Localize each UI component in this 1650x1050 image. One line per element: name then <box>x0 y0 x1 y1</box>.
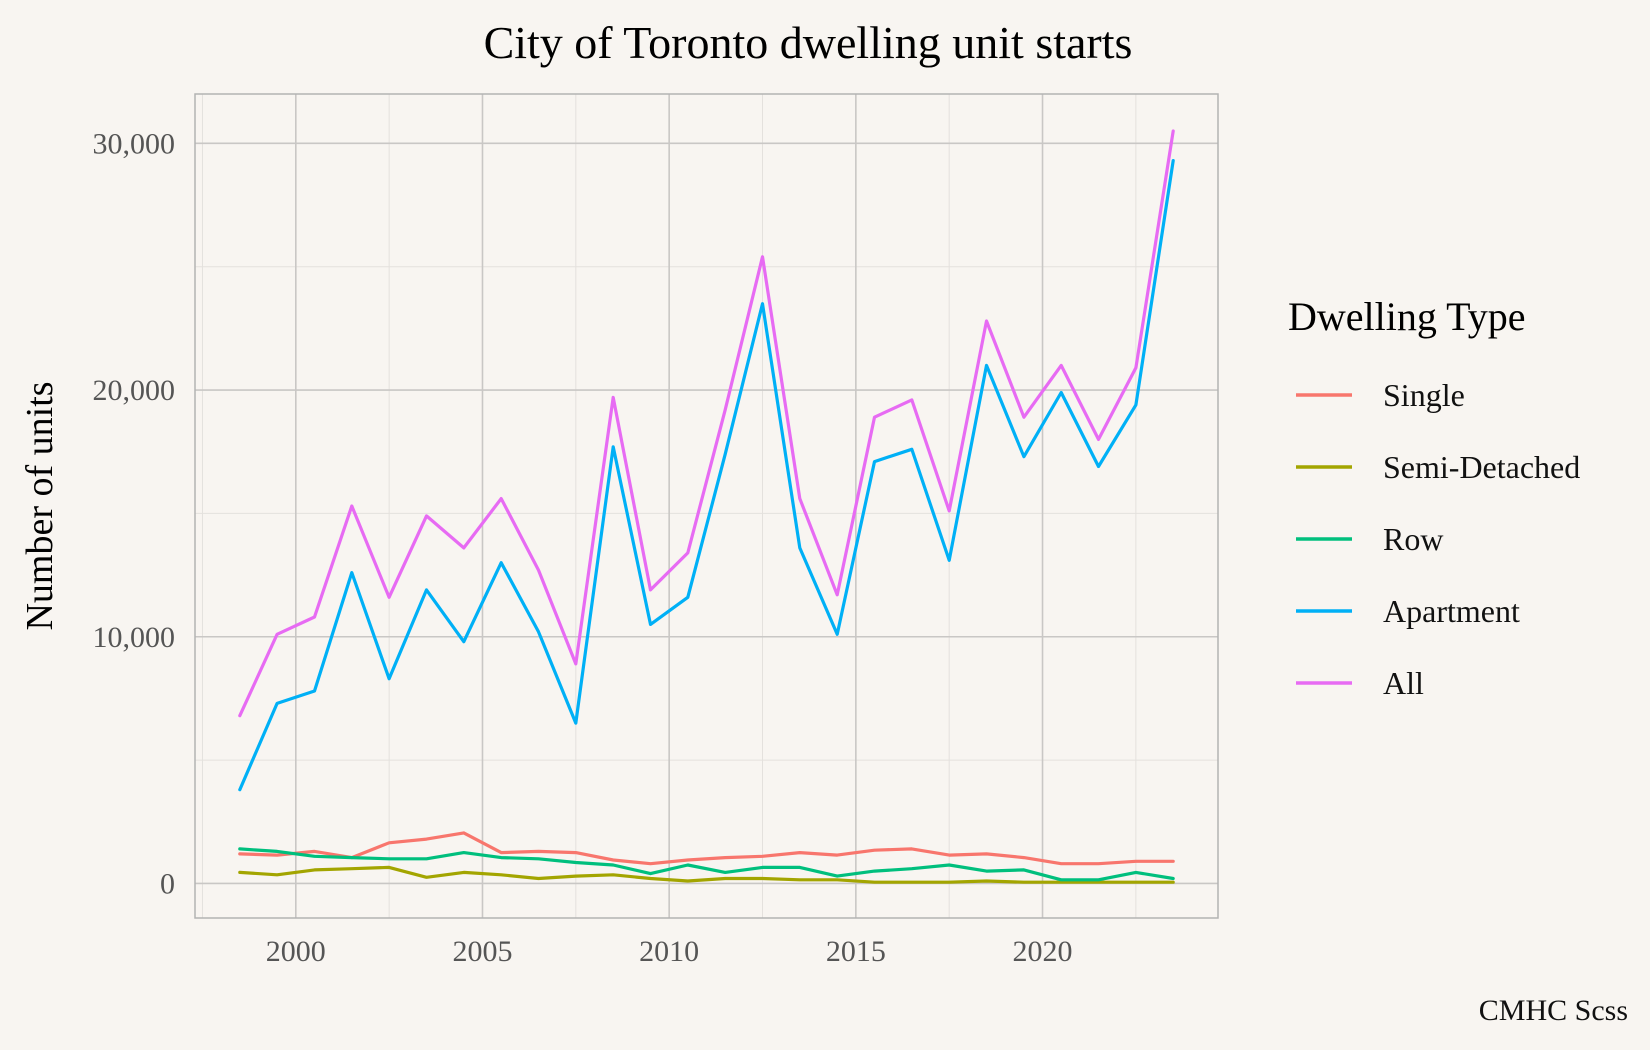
legend-label: Semi-Detached <box>1383 449 1580 485</box>
series-line-row <box>238 847 1175 882</box>
y-axis-ticks: 0 10,000 20,000 30,000 <box>93 127 176 900</box>
legend-label: All <box>1383 665 1424 701</box>
series-lines <box>238 129 1175 884</box>
legend-title: Dwelling Type <box>1288 294 1526 339</box>
legend-label: Apartment <box>1383 593 1520 629</box>
y-tick-label: 0 <box>160 867 175 900</box>
y-tick-label: 30,000 <box>93 127 176 160</box>
minor-gridlines <box>195 94 1218 918</box>
x-tick-label: 2000 <box>266 935 326 968</box>
x-axis-ticks: 2000 2005 2010 2015 2020 <box>266 935 1073 968</box>
plot-panel-border <box>194 93 1219 919</box>
x-tick-label: 2005 <box>452 935 512 968</box>
x-tick-label: 2010 <box>639 935 699 968</box>
major-gridlines <box>195 94 1218 918</box>
chart-title: City of Toronto dwelling unit starts <box>484 17 1133 68</box>
y-tick-label: 20,000 <box>93 374 176 407</box>
series-line-semi-detached <box>238 865 1175 884</box>
y-tick-label: 10,000 <box>93 621 176 654</box>
series-line-all <box>238 129 1175 718</box>
y-axis-label: Number of units <box>19 381 61 630</box>
series-line-single <box>238 831 1175 866</box>
legend: Single Semi-Detached Row Apartment All <box>1296 377 1580 701</box>
x-tick-label: 2020 <box>1013 935 1073 968</box>
legend-label: Single <box>1383 377 1465 413</box>
chart-caption: CMHC Scss <box>1479 994 1628 1027</box>
x-tick-label: 2015 <box>826 935 886 968</box>
legend-label: Row <box>1383 521 1443 557</box>
series-line-apartment <box>238 159 1175 792</box>
